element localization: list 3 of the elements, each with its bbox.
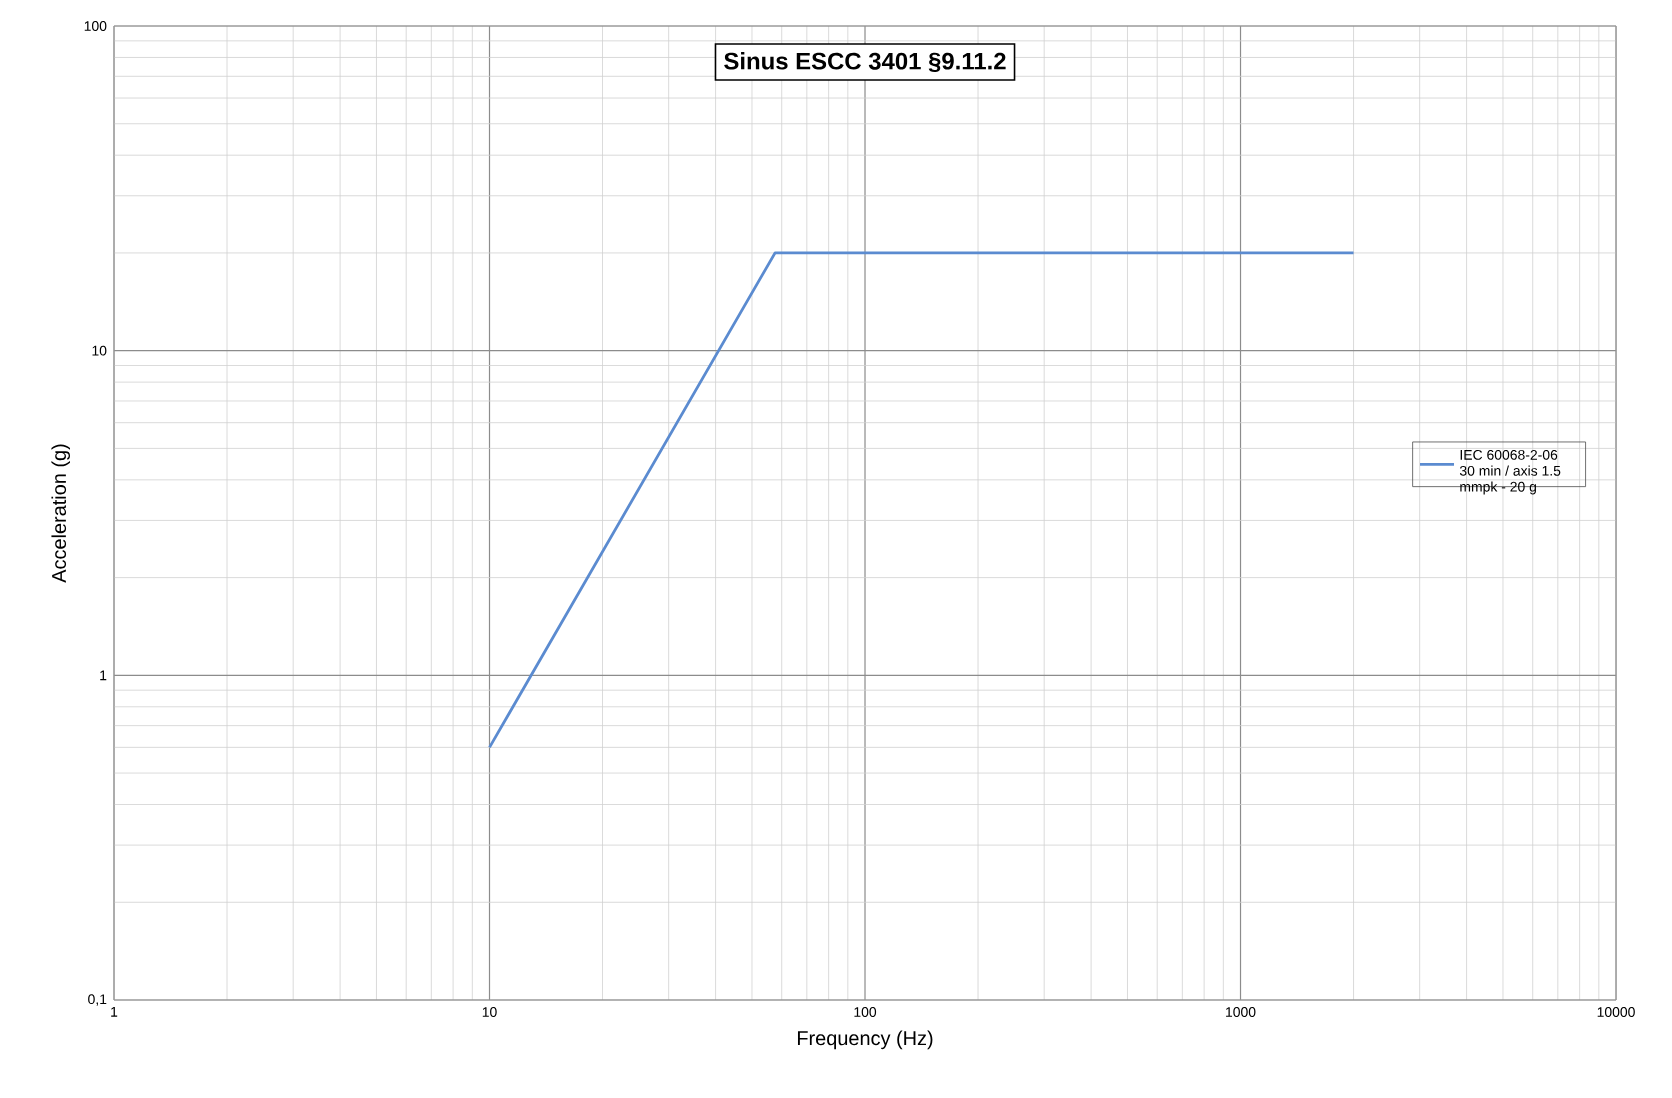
text: Sinus ESCC 3401 §9.11.2 (724, 52, 1006, 73)
x-axis-title: Frequency (Hz) (797, 1030, 933, 1050)
y-axis-title: Acceleration (g) (51, 444, 70, 583)
